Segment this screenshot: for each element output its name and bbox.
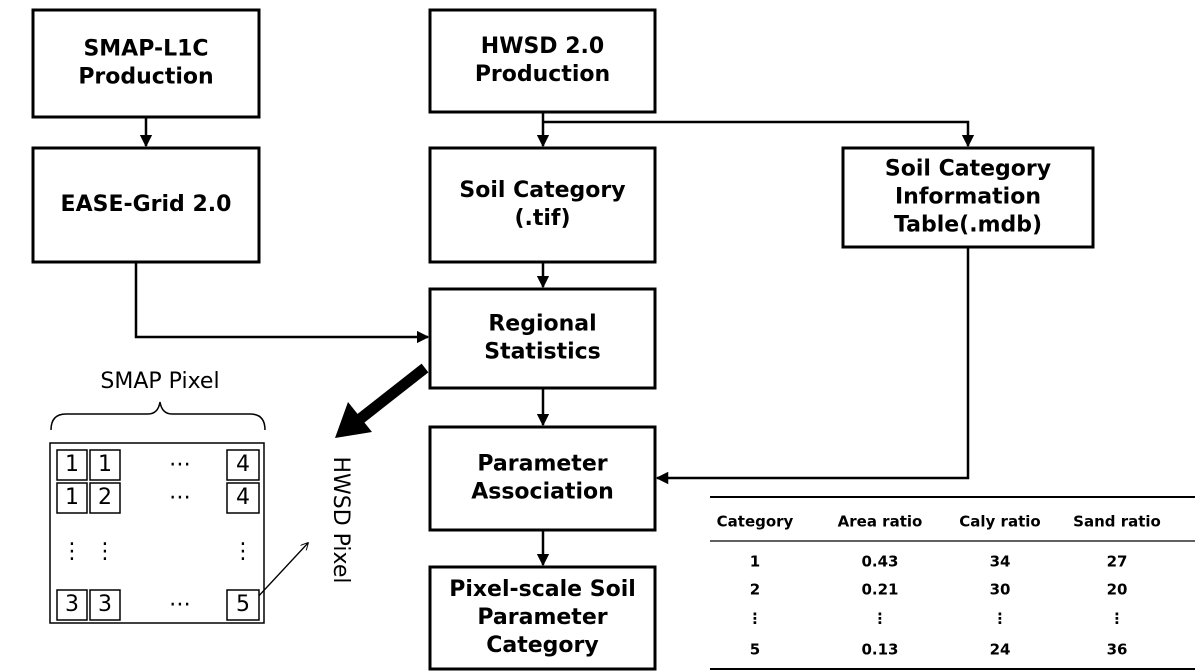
- table-cell: 27: [1107, 553, 1128, 571]
- table-header: Caly ratio: [959, 513, 1040, 531]
- node-box: [31, 146, 261, 264]
- pixel-cell-value: ⋮: [232, 539, 254, 564]
- table-cell: ⋮: [993, 610, 1008, 628]
- table-cell: ⋮: [1110, 610, 1125, 628]
- pixel-cell-value: ⋯: [169, 452, 191, 477]
- table-cell: ⋮: [748, 610, 763, 628]
- node-box: [31, 8, 261, 119]
- node: Soil Category (.tif): [428, 146, 657, 264]
- node-box: [428, 565, 657, 671]
- table-cell: 2: [750, 581, 760, 599]
- pixel-cell-value: ⋮: [94, 539, 116, 564]
- node-label: HWSD 2.0: [481, 34, 604, 59]
- table-cell: 0.43: [861, 553, 898, 571]
- pixel-cell-value: 5: [236, 592, 250, 617]
- node-label: Statistics: [484, 340, 601, 365]
- node-label: EASE-Grid 2.0: [61, 192, 232, 217]
- node-box: [428, 8, 657, 114]
- node-label: Information: [895, 185, 1041, 210]
- table-cell: 0.21: [861, 581, 898, 599]
- node-label: Parameter: [477, 452, 607, 477]
- node-label: Association: [471, 480, 614, 505]
- pixel-cell: [56, 449, 88, 481]
- pixel-cell-value: 1: [98, 452, 112, 477]
- table-cell: 5: [750, 641, 760, 659]
- pixel-sublabel: HWSD Pixel: [328, 456, 353, 583]
- node-label: Regional: [488, 312, 596, 337]
- node-label: (.tif): [514, 206, 570, 231]
- table-cell: 34: [990, 553, 1011, 571]
- table-cell: 36: [1107, 641, 1128, 659]
- pixel-cell: [56, 589, 88, 621]
- pixel-cell: [226, 449, 260, 481]
- pixel-cell: [89, 589, 121, 621]
- node-label: Category: [486, 633, 598, 658]
- pixel-cell: [89, 482, 121, 514]
- table-cell: 20: [1107, 581, 1128, 599]
- table-cell: 1: [750, 553, 760, 571]
- node-label: Soil Category: [885, 157, 1051, 182]
- node-label: Table(.mdb): [894, 213, 1042, 238]
- node: Pixel-scale Soil Parameter Category: [428, 565, 657, 671]
- pixel-cell-value: 3: [98, 592, 112, 617]
- node: SMAP-L1C Production: [31, 8, 261, 119]
- node: Regional Statistics: [428, 287, 657, 390]
- table-cell: ⋮: [873, 610, 888, 628]
- pixel-cell-value: 4: [236, 452, 250, 477]
- pixel-cell-value: 2: [98, 485, 112, 510]
- table-header: Area ratio: [838, 513, 923, 531]
- pixel-cell: [226, 589, 260, 621]
- node-box: [841, 146, 1095, 249]
- pixel-cell-value: ⋮: [61, 539, 83, 564]
- table-cell: 24: [990, 641, 1011, 659]
- table-header: Sand ratio: [1073, 513, 1161, 531]
- pixel-cell-value: 1: [65, 452, 79, 477]
- node: Parameter Association: [428, 425, 657, 532]
- pixel-cell: [226, 482, 260, 514]
- pixel-cell: [56, 482, 88, 514]
- node-label: Production: [475, 62, 610, 87]
- node-label: SMAP-L1C: [83, 37, 208, 62]
- pixel-cell-value: 4: [236, 485, 250, 510]
- node-label: Production: [78, 65, 213, 90]
- pixel-cell-value: ⋯: [169, 592, 191, 617]
- node-box: [428, 287, 657, 390]
- node: EASE-Grid 2.0: [31, 146, 261, 264]
- table-cell: 30: [990, 581, 1011, 599]
- pixel-cell-value: 3: [65, 592, 79, 617]
- table-header: Category: [717, 513, 794, 531]
- connectors: [49, 112, 975, 624]
- node-label: Parameter: [477, 605, 607, 630]
- pixel-cell: [89, 449, 121, 481]
- pixel-cell-value: ⋯: [169, 485, 191, 510]
- node-label: Soil Category: [459, 178, 625, 203]
- pixel-cell-value: 1: [65, 485, 79, 510]
- node-box: [428, 425, 657, 532]
- table-cell: 0.13: [861, 641, 898, 659]
- node: HWSD 2.0 Production: [428, 8, 657, 114]
- pixel-label: SMAP Pixel: [100, 369, 219, 394]
- node-box: [428, 146, 657, 264]
- node-label: Pixel-scale Soil: [449, 577, 636, 602]
- node: Soil Category Information Table(.mdb): [841, 146, 1095, 249]
